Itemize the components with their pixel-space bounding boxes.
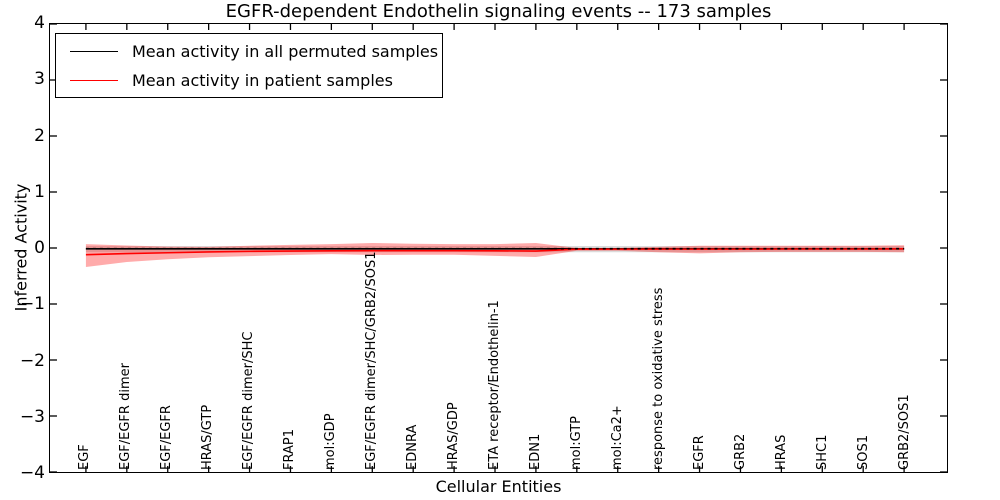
- x-tick-label: EGF: [77, 444, 92, 470]
- y-tick-label: −4: [19, 463, 45, 483]
- y-tick-label: 3: [34, 69, 45, 90]
- legend-line-swatch: [70, 79, 118, 81]
- x-tick-label: mol:Ca2+: [610, 405, 625, 470]
- x-tick-label: SHC1: [815, 434, 830, 470]
- x-tick-label: GRB2: [733, 433, 748, 470]
- x-tick-label: EGF/EGFR dimer/SHC/GRB2/SOS1: [364, 251, 379, 471]
- x-tick-label: EGF/EGFR: [159, 405, 174, 470]
- legend-label: Mean activity in patient samples: [132, 70, 393, 90]
- x-tick-label: FRAP1: [282, 429, 297, 470]
- x-tick-label: HRAS/GTP: [200, 404, 215, 470]
- x-axis-label: Cellular Entities: [435, 477, 562, 496]
- legend-item: Mean activity in patient samples: [56, 69, 442, 91]
- x-tick-label: mol:GTP: [569, 416, 584, 470]
- x-tick-label: ETA receptor/Endothelin-1: [487, 300, 502, 470]
- x-tick-label: GRB2/SOS1: [897, 394, 912, 470]
- x-tick-label: SOS1: [856, 434, 871, 470]
- x-tick-label: response to oxidative stress: [651, 287, 666, 470]
- y-tick-label: 2: [34, 125, 45, 146]
- series-line-1: [85, 248, 905, 256]
- legend-item: Mean activity in all permuted samples: [56, 40, 442, 62]
- x-tick-label: EDNRA: [405, 424, 420, 470]
- x-tick-label: EGF/EGFR dimer/SHC: [241, 331, 256, 470]
- x-tick-label: EDN1: [528, 433, 543, 470]
- legend-line-swatch: [70, 50, 118, 52]
- legend: Mean activity in all permuted samples Mea…: [55, 33, 443, 98]
- y-tick-label: −2: [19, 350, 45, 371]
- x-tick-label: EGFR: [692, 435, 707, 470]
- x-tick-label: HRAS: [774, 434, 789, 470]
- x-tick-label: mol:GDP: [323, 413, 338, 470]
- x-tick-label: HRAS/GDP: [446, 402, 461, 470]
- plot-area: [49, 23, 948, 473]
- y-tick-label: −1: [19, 294, 45, 315]
- y-tick-label: 0: [34, 238, 45, 258]
- chart-title: EGFR-dependent Endothelin signaling even…: [225, 1, 772, 22]
- legend-label: Mean activity in all permuted samples: [132, 41, 439, 61]
- x-tick-label: EGF/EGFR dimer: [118, 363, 133, 470]
- y-tick-label: −3: [19, 406, 45, 427]
- plot-canvas: [50, 24, 947, 472]
- y-tick-label: 1: [34, 181, 45, 202]
- y-tick-label: 4: [34, 13, 45, 33]
